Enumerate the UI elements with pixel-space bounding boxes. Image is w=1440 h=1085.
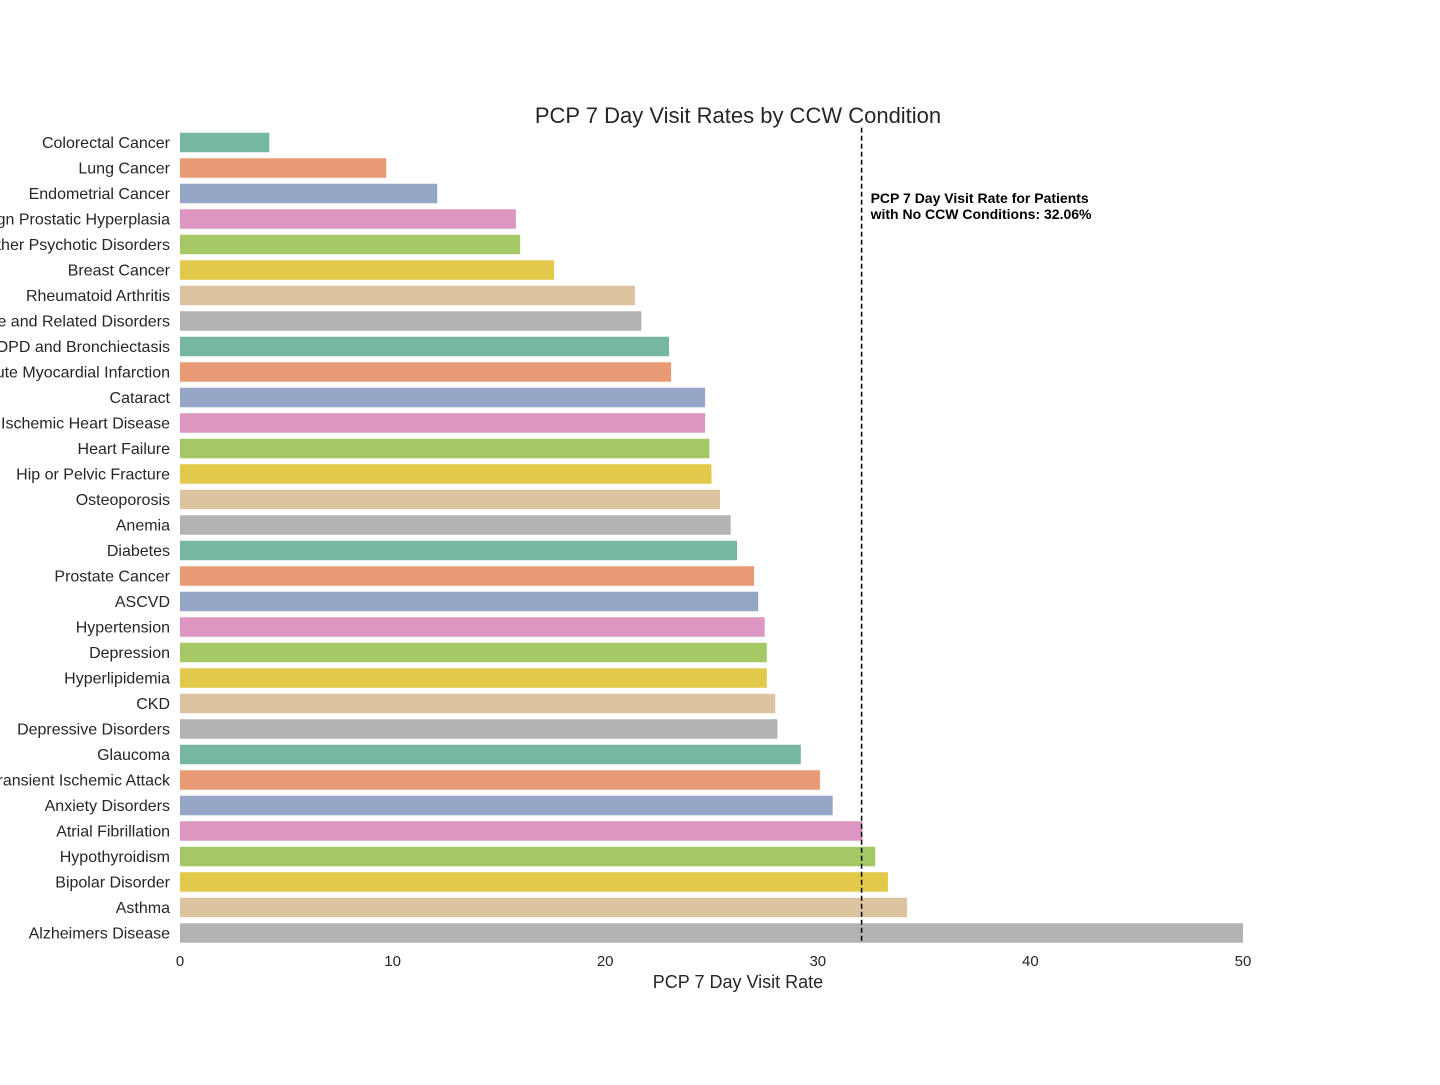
category-label-19: Hypertension <box>76 620 170 637</box>
x-tick-label-1: 10 <box>384 953 401 970</box>
category-label-1: Lung Cancer <box>78 161 170 178</box>
bar-31 <box>180 923 1243 943</box>
bar-13 <box>180 464 712 484</box>
category-label-2: Endometrial Cancer <box>29 186 171 203</box>
category-label-14: Osteoporosis <box>76 492 170 509</box>
bar-23 <box>180 719 778 739</box>
category-label-17: Prostate Cancer <box>54 569 170 586</box>
bar-17 <box>180 566 755 586</box>
category-label-4: Schizophrenia and Other Psychotic Disord… <box>0 237 170 254</box>
x-tick-label-4: 40 <box>1022 953 1039 970</box>
category-label-0: Colorectal Cancer <box>42 135 171 152</box>
reference-annotation-line-0: PCP 7 Day Visit Rate for Patients <box>871 190 1089 206</box>
bar-26 <box>180 795 833 816</box>
category-label-21: Hyperlipidemia <box>64 671 170 688</box>
category-label-16: Diabetes <box>107 543 170 560</box>
bar-10 <box>180 387 706 408</box>
category-label-28: Hypothyroidism <box>60 849 170 866</box>
x-axis-label: PCP 7 Day Visit Rate <box>653 972 823 992</box>
bar-12 <box>180 438 710 459</box>
bar-14 <box>180 489 721 510</box>
category-label-22: CKD <box>136 696 170 713</box>
category-label-24: Glaucoma <box>97 747 170 764</box>
bar-21 <box>180 668 767 688</box>
category-label-20: Depression <box>89 645 170 662</box>
category-label-12: Heart Failure <box>78 441 171 458</box>
bar-18 <box>180 591 759 612</box>
bar-9 <box>180 362 672 382</box>
category-labels-group: Colorectal Cancer Lung Cancer Endometrial … <box>0 135 171 943</box>
bar-3 <box>180 209 516 229</box>
bar-19 <box>180 617 765 637</box>
chart-title: PCP 7 Day Visit Rates by CCW Condition <box>535 103 941 128</box>
x-tick-labels-group: 0 10 20 30 40 50 <box>176 953 1252 970</box>
category-label-11: Ischemic Heart Disease <box>1 416 170 433</box>
category-label-15: Anemia <box>116 518 170 535</box>
bar-11 <box>180 413 706 433</box>
bar-16 <box>180 540 738 561</box>
category-label-23: Depressive Disorders <box>17 722 170 739</box>
bar-28 <box>180 846 876 867</box>
bar-4 <box>180 234 521 255</box>
bar-8 <box>180 336 669 357</box>
category-label-18: ASCVD <box>115 594 170 611</box>
category-label-30: Asthma <box>116 900 170 917</box>
x-tick-label-2: 20 <box>597 953 614 970</box>
bar-2 <box>180 183 438 204</box>
bar-6 <box>180 285 635 306</box>
bar-5 <box>180 260 555 280</box>
category-label-26: Anxiety Disorders <box>45 798 170 815</box>
category-label-29: Bipolar Disorder <box>55 875 170 892</box>
category-label-8: COPD and Bronchiectasis <box>0 339 170 356</box>
x-tick-label-3: 30 <box>809 953 826 970</box>
bar-0 <box>180 132 270 153</box>
bar-22 <box>180 693 776 714</box>
bar-30 <box>180 897 908 918</box>
category-label-10: Cataract <box>110 390 171 407</box>
category-label-7: Alzheimers Disease and Related Disorders <box>0 314 170 331</box>
category-label-5: Breast Cancer <box>68 263 171 280</box>
x-tick-label-0: 0 <box>176 953 184 970</box>
category-label-9: Acute Myocardial Infarction <box>0 365 170 382</box>
category-label-3: Benign Prostatic Hyperplasia <box>0 212 170 229</box>
category-label-13: Hip or Pelvic Fracture <box>16 467 170 484</box>
bar-25 <box>180 770 820 790</box>
bar-1 <box>180 158 387 178</box>
bar-7 <box>180 311 642 331</box>
bars-group <box>180 132 1243 943</box>
bar-20 <box>180 642 767 663</box>
bar-15 <box>180 515 731 535</box>
bar-24 <box>180 744 801 765</box>
category-label-27: Atrial Fibrillation <box>56 824 170 841</box>
category-label-25: Stroke / Transient Ischemic Attack <box>0 773 171 790</box>
bar-29 <box>180 872 888 892</box>
bar-27 <box>180 821 863 841</box>
category-label-6: Rheumatoid Arthritis <box>26 288 170 305</box>
reference-annotation-line-1: with No CCW Conditions: 32.06% <box>870 206 1092 222</box>
x-tick-label-5: 50 <box>1235 953 1252 970</box>
category-label-31: Alzheimers Disease <box>29 926 170 943</box>
